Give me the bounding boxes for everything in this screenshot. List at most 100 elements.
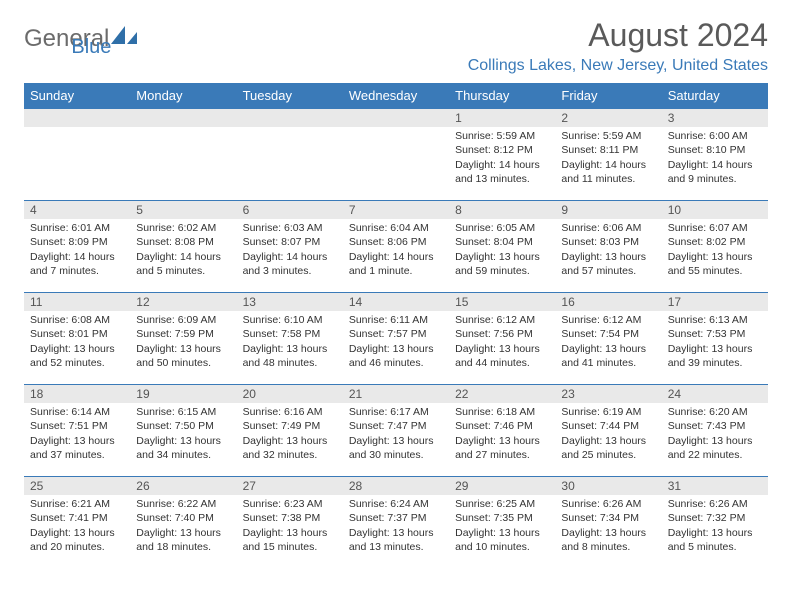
- sunrise-text: Sunrise: 6:25 AM: [455, 497, 549, 511]
- day-detail: Sunrise: 6:11 AMSunset: 7:57 PMDaylight:…: [343, 311, 449, 374]
- day-number: 12: [130, 293, 236, 311]
- calendar-page: General Blue August 2024 Collings Lakes,…: [0, 0, 792, 586]
- logo-text-blue: Blue: [71, 36, 111, 58]
- day-detail: Sunrise: 6:18 AMSunset: 7:46 PMDaylight:…: [449, 403, 555, 466]
- calendar-cell: 2Sunrise: 5:59 AMSunset: 8:11 PMDaylight…: [555, 108, 661, 200]
- day-detail: Sunrise: 6:23 AMSunset: 7:38 PMDaylight:…: [237, 495, 343, 558]
- day-detail: Sunrise: 6:04 AMSunset: 8:06 PMDaylight:…: [343, 219, 449, 282]
- day-detail: Sunrise: 6:14 AMSunset: 7:51 PMDaylight:…: [24, 403, 130, 466]
- daylight-text: Daylight: 13 hours and 46 minutes.: [349, 342, 443, 370]
- calendar-cell: 21Sunrise: 6:17 AMSunset: 7:47 PMDayligh…: [343, 384, 449, 476]
- sunrise-text: Sunrise: 6:01 AM: [30, 221, 124, 235]
- day-detail: Sunrise: 6:21 AMSunset: 7:41 PMDaylight:…: [24, 495, 130, 558]
- sunrise-text: Sunrise: 6:24 AM: [349, 497, 443, 511]
- day-number: 31: [662, 477, 768, 495]
- day-number: 28: [343, 477, 449, 495]
- calendar-cell: 6Sunrise: 6:03 AMSunset: 8:07 PMDaylight…: [237, 200, 343, 292]
- daylight-text: Daylight: 13 hours and 27 minutes.: [455, 434, 549, 462]
- sunset-text: Sunset: 8:03 PM: [561, 235, 655, 249]
- day-detail: Sunrise: 5:59 AMSunset: 8:12 PMDaylight:…: [449, 127, 555, 190]
- daylight-text: Daylight: 13 hours and 10 minutes.: [455, 526, 549, 554]
- day-number: [24, 109, 130, 127]
- day-detail: Sunrise: 6:12 AMSunset: 7:54 PMDaylight:…: [555, 311, 661, 374]
- day-detail: Sunrise: 6:26 AMSunset: 7:34 PMDaylight:…: [555, 495, 661, 558]
- sunrise-text: Sunrise: 6:15 AM: [136, 405, 230, 419]
- sunset-text: Sunset: 7:44 PM: [561, 419, 655, 433]
- daylight-text: Daylight: 13 hours and 39 minutes.: [668, 342, 762, 370]
- day-detail: Sunrise: 6:12 AMSunset: 7:56 PMDaylight:…: [449, 311, 555, 374]
- day-number: 6: [237, 201, 343, 219]
- day-number: 23: [555, 385, 661, 403]
- sunset-text: Sunset: 7:37 PM: [349, 511, 443, 525]
- sunset-text: Sunset: 8:11 PM: [561, 143, 655, 157]
- calendar-cell: 10Sunrise: 6:07 AMSunset: 8:02 PMDayligh…: [662, 200, 768, 292]
- sunset-text: Sunset: 7:57 PM: [349, 327, 443, 341]
- sunrise-text: Sunrise: 6:08 AM: [30, 313, 124, 327]
- calendar-cell: 23Sunrise: 6:19 AMSunset: 7:44 PMDayligh…: [555, 384, 661, 476]
- sunrise-text: Sunrise: 6:26 AM: [561, 497, 655, 511]
- day-number: 10: [662, 201, 768, 219]
- day-header: Saturday: [662, 83, 768, 108]
- day-number: 8: [449, 201, 555, 219]
- day-detail: Sunrise: 6:00 AMSunset: 8:10 PMDaylight:…: [662, 127, 768, 190]
- daylight-text: Daylight: 13 hours and 48 minutes.: [243, 342, 337, 370]
- sunrise-text: Sunrise: 6:21 AM: [30, 497, 124, 511]
- day-detail: Sunrise: 6:07 AMSunset: 8:02 PMDaylight:…: [662, 219, 768, 282]
- daylight-text: Daylight: 13 hours and 50 minutes.: [136, 342, 230, 370]
- sunrise-text: Sunrise: 6:22 AM: [136, 497, 230, 511]
- day-number: 18: [24, 385, 130, 403]
- day-number: 22: [449, 385, 555, 403]
- day-detail: Sunrise: 6:06 AMSunset: 8:03 PMDaylight:…: [555, 219, 661, 282]
- calendar-cell: 7Sunrise: 6:04 AMSunset: 8:06 PMDaylight…: [343, 200, 449, 292]
- day-detail: Sunrise: 6:08 AMSunset: 8:01 PMDaylight:…: [24, 311, 130, 374]
- calendar-cell: 15Sunrise: 6:12 AMSunset: 7:56 PMDayligh…: [449, 292, 555, 384]
- calendar-cell: 5Sunrise: 6:02 AMSunset: 8:08 PMDaylight…: [130, 200, 236, 292]
- calendar-week-row: 25Sunrise: 6:21 AMSunset: 7:41 PMDayligh…: [24, 476, 768, 568]
- sunset-text: Sunset: 7:56 PM: [455, 327, 549, 341]
- daylight-text: Daylight: 13 hours and 34 minutes.: [136, 434, 230, 462]
- calendar-cell: 8Sunrise: 6:05 AMSunset: 8:04 PMDaylight…: [449, 200, 555, 292]
- title-block: August 2024 Collings Lakes, New Jersey, …: [468, 18, 768, 75]
- sunrise-text: Sunrise: 6:26 AM: [668, 497, 762, 511]
- day-header-row: Sunday Monday Tuesday Wednesday Thursday…: [24, 83, 768, 108]
- sunset-text: Sunset: 7:46 PM: [455, 419, 549, 433]
- day-number: 9: [555, 201, 661, 219]
- daylight-text: Daylight: 13 hours and 30 minutes.: [349, 434, 443, 462]
- calendar-cell: 30Sunrise: 6:26 AMSunset: 7:34 PMDayligh…: [555, 476, 661, 568]
- sunset-text: Sunset: 7:59 PM: [136, 327, 230, 341]
- calendar-cell: 1Sunrise: 5:59 AMSunset: 8:12 PMDaylight…: [449, 108, 555, 200]
- calendar-cell: 27Sunrise: 6:23 AMSunset: 7:38 PMDayligh…: [237, 476, 343, 568]
- calendar-table: Sunday Monday Tuesday Wednesday Thursday…: [24, 83, 768, 568]
- sunrise-text: Sunrise: 6:12 AM: [561, 313, 655, 327]
- day-detail: Sunrise: 6:10 AMSunset: 7:58 PMDaylight:…: [237, 311, 343, 374]
- day-header: Tuesday: [237, 83, 343, 108]
- calendar-cell: 12Sunrise: 6:09 AMSunset: 7:59 PMDayligh…: [130, 292, 236, 384]
- day-detail: Sunrise: 6:24 AMSunset: 7:37 PMDaylight:…: [343, 495, 449, 558]
- day-detail: Sunrise: 6:02 AMSunset: 8:08 PMDaylight:…: [130, 219, 236, 282]
- day-number: [343, 109, 449, 127]
- daylight-text: Daylight: 13 hours and 32 minutes.: [243, 434, 337, 462]
- day-header: Thursday: [449, 83, 555, 108]
- day-detail: Sunrise: 6:16 AMSunset: 7:49 PMDaylight:…: [237, 403, 343, 466]
- daylight-text: Daylight: 13 hours and 5 minutes.: [668, 526, 762, 554]
- day-detail: Sunrise: 5:59 AMSunset: 8:11 PMDaylight:…: [555, 127, 661, 190]
- sunrise-text: Sunrise: 6:02 AM: [136, 221, 230, 235]
- sunrise-text: Sunrise: 6:06 AM: [561, 221, 655, 235]
- sunset-text: Sunset: 7:43 PM: [668, 419, 762, 433]
- calendar-cell: [343, 108, 449, 200]
- sunrise-text: Sunrise: 6:05 AM: [455, 221, 549, 235]
- sunset-text: Sunset: 7:51 PM: [30, 419, 124, 433]
- day-number: 19: [130, 385, 236, 403]
- daylight-text: Daylight: 13 hours and 25 minutes.: [561, 434, 655, 462]
- day-number: 27: [237, 477, 343, 495]
- sunrise-text: Sunrise: 6:20 AM: [668, 405, 762, 419]
- sunset-text: Sunset: 8:06 PM: [349, 235, 443, 249]
- daylight-text: Daylight: 13 hours and 8 minutes.: [561, 526, 655, 554]
- calendar-week-row: 18Sunrise: 6:14 AMSunset: 7:51 PMDayligh…: [24, 384, 768, 476]
- sunset-text: Sunset: 7:34 PM: [561, 511, 655, 525]
- sunrise-text: Sunrise: 6:12 AM: [455, 313, 549, 327]
- sunrise-text: Sunrise: 6:07 AM: [668, 221, 762, 235]
- sunrise-text: Sunrise: 6:16 AM: [243, 405, 337, 419]
- day-number: 3: [662, 109, 768, 127]
- sunset-text: Sunset: 7:49 PM: [243, 419, 337, 433]
